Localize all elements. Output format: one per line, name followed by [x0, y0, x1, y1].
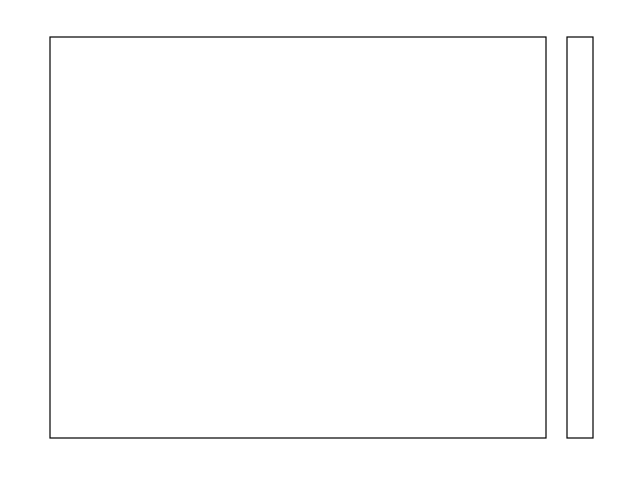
colorbar-border: [566, 36, 594, 439]
plot-box: [49, 36, 547, 439]
colorbar: [567, 37, 593, 438]
